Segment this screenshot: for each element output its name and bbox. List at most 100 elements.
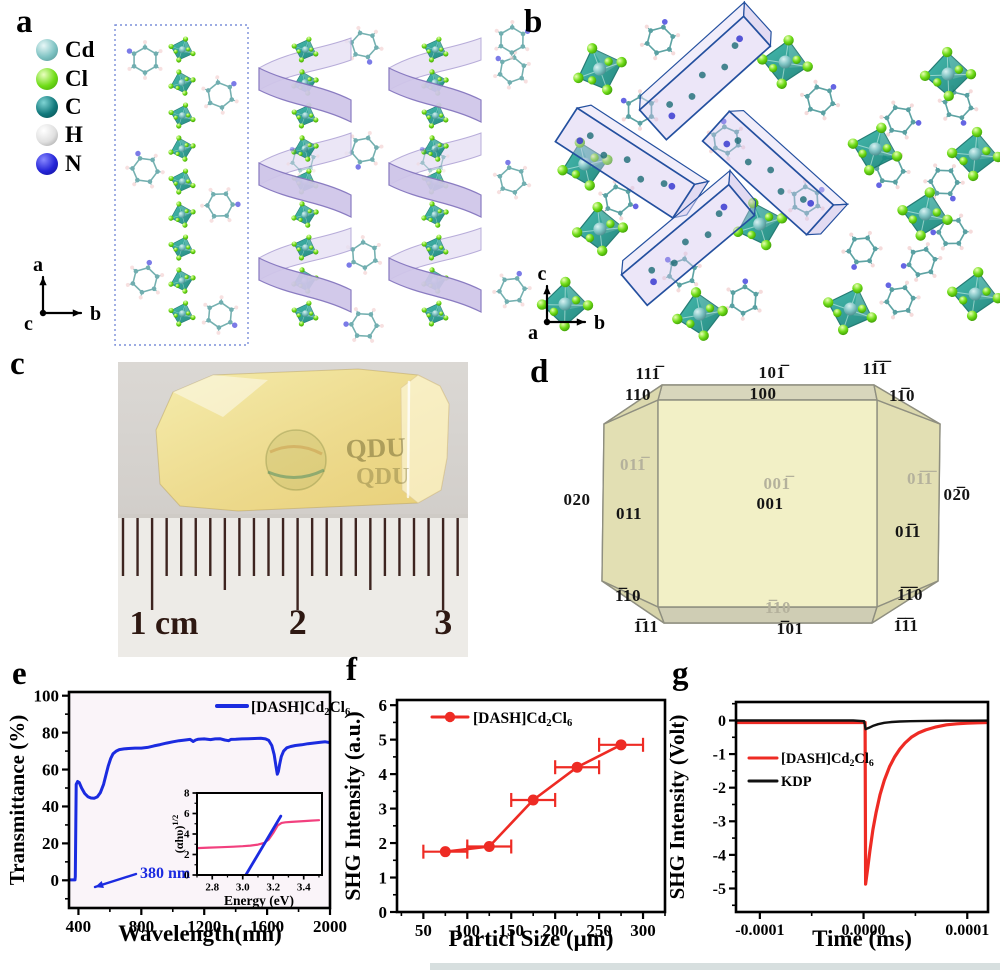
cd-atom-icon [36,39,58,62]
svg-text:[DASH]Cd2Cl6: [DASH]Cd2Cl6 [251,699,350,718]
crystal-habit: 111̅ 101̅ 11̅1̅ 110 100 11̅0 011̅ 020 011 001̅001… [564,359,971,638]
cl-atom-icon [36,67,58,90]
c-atom-icon [36,95,58,118]
svg-text:2000: 2000 [313,917,347,936]
svg-text:[DASH]Cd2Cl6: [DASH]Cd2Cl6 [473,710,572,729]
svg-text:KDP: KDP [781,774,812,790]
svg-text:[DASH]Cd2Cl6: [DASH]Cd2Cl6 [781,751,874,769]
svg-text:3: 3 [434,602,452,642]
svg-text:200: 200 [542,921,568,940]
h-atom-label: H [65,122,83,148]
svg-text:8: 8 [184,788,190,800]
svg-text:1: 1 [379,868,388,887]
miller-index-label: 01̅1̅ [907,469,938,488]
svg-text:QDU: QDU [356,464,409,490]
miller-index-label: 020 [564,490,591,509]
miller-index-label: 011 [616,504,642,523]
miller-index-label: 1̅10 [765,598,791,617]
svg-text:-3: -3 [713,814,726,831]
svg-text:Particl Size (μm): Particl Size (μm) [448,926,613,951]
n-atom-label: N [65,150,82,176]
svg-text:3.2: 3.2 [266,882,280,894]
legend-row-c: C [36,93,94,121]
svg-text:3: 3 [379,799,388,818]
svg-text:0: 0 [718,713,726,730]
chart-legend: [DASH]Cd2Cl6 [430,710,572,729]
chart-tauc-inset: 2.8 3.0 3.2 3.4 0 2 4 6 8 Energy (eV) (αhυ)1/2 [170,788,323,908]
svg-text:c: c [538,263,547,285]
svg-text:20: 20 [42,834,59,853]
svg-text:a: a [528,322,538,344]
n-atom-icon [36,152,58,175]
panel-g-label: g [672,656,689,692]
svg-text:0: 0 [51,871,60,890]
svg-text:1200: 1200 [187,917,221,936]
h-atom-icon [36,124,58,147]
miller-index-label: 101̅ [759,363,791,382]
miller-index-label: 100 [750,384,777,403]
miller-index-label: 1̅1̅0 [897,585,923,604]
svg-text:0: 0 [184,870,190,882]
cutoff-annotation: 380 nm [140,865,191,882]
purple-box [701,109,850,236]
axis-triad-b: c b a [528,263,605,344]
panel-a-structure [114,13,540,352]
svg-text:1600: 1600 [250,917,284,936]
miller-index-label: 111̅ [635,364,665,383]
ruler: 1 cm 2 3 [118,514,468,657]
panel-e-label: e [12,656,27,692]
miller-index-label: 11̅0 [889,386,915,405]
panel-a-label: a [16,4,33,40]
svg-text:2.8: 2.8 [205,882,219,894]
svg-text:0.0001: 0.0001 [945,922,989,939]
miller-index-label: 1̅01 [777,619,804,638]
chart-shg-time: -0.0001 0.0000 0.0001 0 -1 -2 -3 -4 -5 Time (ms) S… [665,700,990,951]
legend-row-cl: Cl [36,64,94,92]
svg-text:800: 800 [129,917,155,936]
axis-triad-a: a b c [24,254,101,335]
svg-text:-0.0001: -0.0001 [735,922,784,939]
legend-row-cd: Cd [36,36,94,64]
svg-text:100: 100 [34,686,60,705]
miller-index-label: 02̅0 [944,485,971,504]
chart-legend: [DASH]Cd2Cl6 [215,699,350,718]
svg-text:50: 50 [415,921,432,940]
svg-text:SHG Intensity (Volt): SHG Intensity (Volt) [665,715,689,900]
svg-text:60: 60 [42,760,59,779]
svg-text:c: c [24,313,33,335]
svg-text:40: 40 [42,797,59,816]
svg-text:2: 2 [184,849,190,861]
svg-text:6: 6 [184,808,190,820]
purple-box [554,104,710,220]
miller-index-label: 110 [625,385,651,404]
c-atom-label: C [65,93,82,119]
legend-row-n: N [36,150,94,178]
svg-text:4: 4 [184,829,190,841]
legend-row-h: H [36,121,94,149]
svg-text:a: a [33,254,43,276]
miller-index-label: 01̅1 [895,522,921,541]
crystal-watermark: QDU [345,432,406,464]
svg-text:250: 250 [586,921,612,940]
chart-legend: [DASH]Cd2Cl6 KDP [747,751,874,790]
cl-atom-label: Cl [65,65,88,91]
chart-shg-particle: 50 100 150 200 250 300 0 1 2 3 4 5 6 Particl Size (μm… [340,696,667,951]
helix-ribbon-front [258,67,352,313]
svg-text:0.0000: 0.0000 [842,922,886,939]
svg-text:(αhυ)1/2: (αhυ)1/2 [170,815,186,853]
panel-b-structure [535,0,1000,347]
atom-color-legend: Cd Cl C H N [36,36,94,178]
svg-text:3.0: 3.0 [236,882,250,894]
svg-text:5: 5 [379,730,388,749]
svg-text:150: 150 [498,921,524,940]
svg-text:80: 80 [42,723,59,742]
miller-index-label: 1̅1̅1 [893,616,918,635]
svg-text:0: 0 [379,903,388,922]
svg-text:400: 400 [66,917,92,936]
svg-text:-2: -2 [713,780,726,797]
miller-index-label: 011̅ [620,455,651,474]
svg-text:-1: -1 [713,747,726,764]
cd-atom-label: Cd [65,37,95,63]
svg-text:-4: -4 [713,847,726,864]
